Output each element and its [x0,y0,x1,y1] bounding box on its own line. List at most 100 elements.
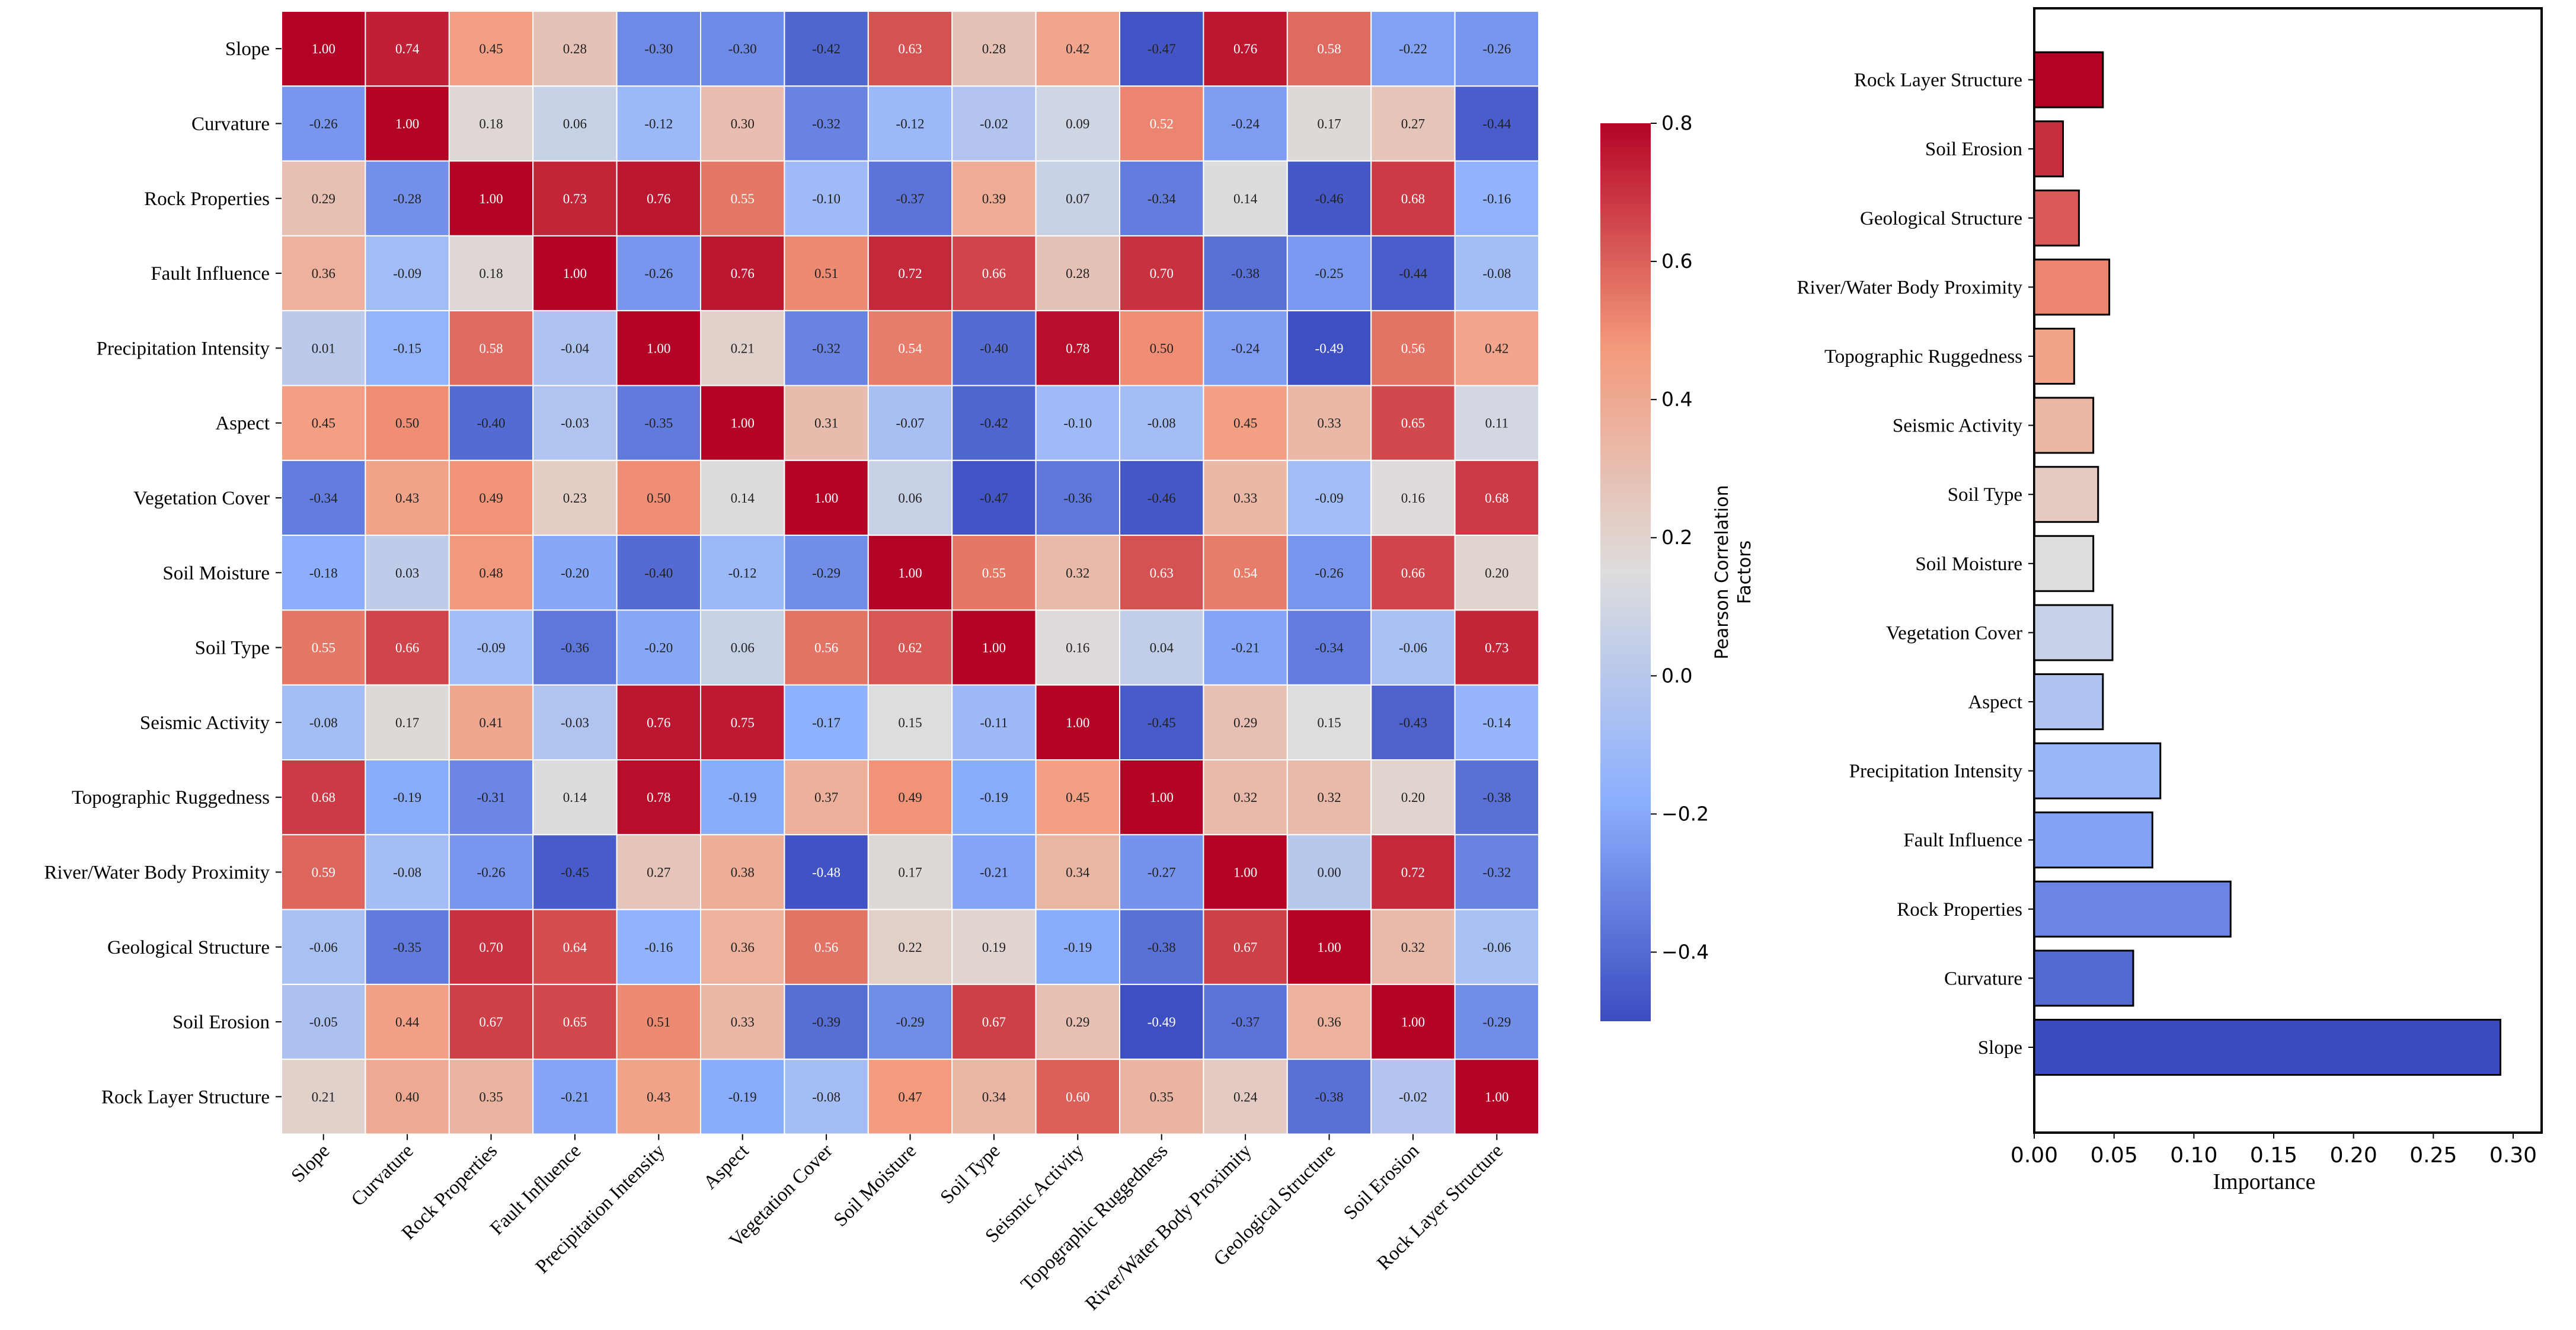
heatmap-cell-label: -0.09 [1315,491,1344,506]
bar [2033,120,2064,178]
heatmap-cell [1203,1059,1288,1135]
heatmap-cell-label: 0.36 [312,266,335,281]
heatmap-cell-label: 0.49 [898,790,922,805]
heatmap-cell-label: 0.47 [898,1089,922,1104]
heatmap-cell-label: 0.40 [395,1089,419,1104]
heatmap-cell-label: 0.28 [982,41,1006,56]
heatmap-cell-label: -0.14 [1482,715,1511,730]
heatmap-cell [1119,235,1204,312]
heatmap-cell-label: 0.76 [731,266,755,281]
heatmap-cell-label: 0.21 [312,1089,335,1104]
heatmap-cell [867,160,953,236]
heatmap-cell-label: 0.32 [1066,565,1089,580]
heatmap-cell-label: -0.08 [1148,416,1176,431]
heatmap-cell [1035,11,1120,87]
heatmap-cell-label: 0.75 [731,715,755,730]
heatmap-cell [1370,759,1456,836]
heatmap-cell [1370,310,1456,386]
heatmap-cell [1203,85,1288,162]
heatmap-cell [867,310,953,386]
heatmap-cell [281,385,366,461]
bar-y-tick-label: Curvature [1944,968,2022,989]
heatmap-cell-label: 1.00 [814,491,838,506]
heatmap-cell [1035,535,1120,611]
heatmap-cell [532,310,618,386]
heatmap-cell-label: -0.29 [896,1015,925,1030]
x-tick-label: Slope [287,1140,334,1187]
heatmap-cell-label: 1.00 [898,565,922,580]
heatmap-cell [951,160,1037,236]
heatmap-cell [1035,609,1120,686]
heatmap-cell-label: 0.68 [312,790,335,805]
heatmap-cell [1370,535,1456,611]
heatmap-cell-label: 0.06 [731,641,755,656]
heatmap-cell-label: -0.26 [477,865,506,880]
heatmap-cell-label: 0.04 [1150,641,1174,656]
heatmap-cell-label: 0.45 [479,41,503,56]
heatmap-cell-label: 0.43 [647,1089,670,1104]
heatmap-cell [365,983,450,1060]
heatmap-cell [281,11,366,87]
heatmap-cell-label: 0.21 [731,341,755,356]
heatmap-cell [867,1059,953,1135]
heatmap-cell [1286,310,1372,386]
heatmap-cell-label: -0.40 [477,416,506,431]
heatmap-cell [1370,983,1456,1060]
heatmap-cell [532,85,618,162]
heatmap-cell-label: -0.44 [1482,116,1511,131]
heatmap-cell [448,684,534,760]
heatmap-cell-label: -0.36 [561,641,589,656]
heatmap-cell [365,834,450,910]
heatmap-cell [1370,85,1456,162]
heatmap-cell-label: -0.12 [896,116,925,131]
heatmap-cell-label: 0.36 [1317,1015,1341,1030]
heatmap-cell-label: 0.63 [1150,565,1174,580]
bar-y-tick-label: Slope [1978,1037,2022,1059]
heatmap-cell [951,385,1037,461]
heatmap-cell-label: -0.10 [812,191,840,206]
heatmap-cell [448,909,534,985]
heatmap-cell-label: -0.40 [980,341,1008,356]
heatmap-cell-label: 0.14 [731,491,755,506]
heatmap-cell [1203,459,1288,536]
heatmap-cell-label: 0.44 [395,1015,420,1030]
heatmap-cell [1454,983,1540,1060]
heatmap-cell-label: 0.54 [898,341,922,356]
heatmap-cell-label: -0.26 [1482,41,1511,56]
bar-y-tick-label: Geological Structure [1860,208,2022,229]
heatmap-cell-label: 1.00 [312,41,335,56]
heatmap-cell-label: 0.41 [479,715,503,730]
heatmap-cell [365,235,450,312]
heatmap-cell [951,983,1037,1060]
heatmap-cell-label: 1.00 [647,341,670,356]
heatmap-cell [700,85,785,162]
heatmap-cell-label: -0.32 [1482,865,1511,880]
heatmap-cell-label: -0.21 [561,1089,589,1104]
heatmap-cell [784,834,869,910]
heatmap-cell-label: 0.51 [647,1015,670,1030]
heatmap-cell [616,759,701,836]
heatmap-cell-label: 1.00 [1066,715,1089,730]
bar [2033,1019,2501,1076]
heatmap-cell-label: 0.01 [312,341,335,356]
heatmap-cell [1119,759,1204,836]
heatmap-cell [1370,909,1456,985]
x-tick-label: Soil Moisture [830,1140,921,1231]
heatmap-cell-label: 0.03 [395,565,419,580]
bar-x-tick-label: 0.30 [2489,1143,2537,1168]
heatmap-cell [1454,834,1540,910]
heatmap-cell [281,609,366,686]
heatmap-cell [867,609,953,686]
heatmap-cell-label: 0.06 [563,116,587,131]
y-tick-label: Soil Erosion [172,1012,270,1033]
heatmap-cell [1286,759,1372,836]
heatmap-cell-label: -0.06 [1482,940,1511,955]
heatmap-cell [365,85,450,162]
heatmap-cell-label: 0.20 [1401,790,1425,805]
heatmap-cell-label: 0.17 [898,865,922,880]
heatmap-cell [1454,310,1540,386]
heatmap-cell-label: -0.30 [728,41,757,56]
heatmap-cell-label: 0.68 [1401,191,1425,206]
heatmap-cell-label: 0.50 [395,416,419,431]
heatmap-cell [700,11,785,87]
